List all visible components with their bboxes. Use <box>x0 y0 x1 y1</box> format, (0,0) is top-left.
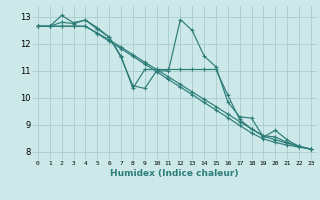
X-axis label: Humidex (Indice chaleur): Humidex (Indice chaleur) <box>110 169 239 178</box>
